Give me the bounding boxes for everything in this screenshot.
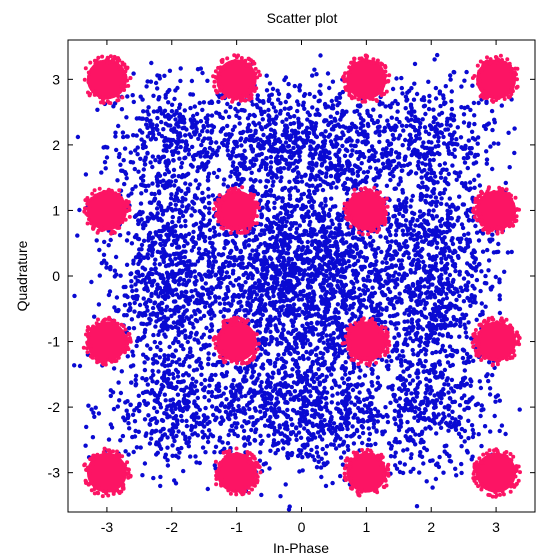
constellation-point [211, 315, 261, 366]
y-tick-label: 2 [52, 137, 60, 153]
y-tick-label: 0 [52, 268, 60, 284]
noise-cluster [157, 53, 363, 246]
constellation-layer [81, 53, 522, 499]
constellation-point [471, 185, 521, 236]
constellation-point [342, 447, 391, 498]
constellation-point [211, 185, 261, 235]
y-tick-label: -3 [48, 465, 61, 481]
noise-cluster [72, 309, 271, 492]
x-tick-label: 3 [492, 519, 500, 535]
x-tick-label: 2 [427, 519, 435, 535]
x-tick-label: 0 [298, 519, 306, 535]
constellation-point [470, 53, 520, 104]
constellation-point [82, 186, 132, 236]
constellation-point [81, 315, 133, 367]
x-tick-label: -1 [230, 519, 243, 535]
y-tick-label: -2 [48, 399, 61, 415]
axis-ticks: -3 -2 -1 0 1 2 3 -3 -2 -1 0 1 2 3 [48, 40, 535, 535]
noise-cluster [332, 296, 522, 490]
constellation-point [341, 53, 392, 104]
constellation-point [82, 446, 133, 499]
constellation-point [470, 315, 522, 368]
x-tick-label: -2 [166, 519, 179, 535]
noise-cluster [241, 314, 476, 509]
constellation-point [342, 185, 390, 237]
constellation-point [213, 446, 263, 497]
x-axis-label: In-Phase [273, 540, 329, 556]
x-tick-label: 1 [362, 519, 370, 535]
y-axis-label: Quadrature [14, 240, 30, 311]
chart-title: Scatter plot [267, 10, 338, 26]
x-tick-label: -3 [101, 519, 114, 535]
constellation-point [340, 316, 392, 368]
y-tick-label: 1 [52, 202, 60, 218]
y-tick-label: 3 [52, 71, 60, 87]
constellation-point [471, 447, 522, 499]
constellation-point [82, 54, 133, 106]
y-tick-label: -1 [48, 334, 61, 350]
constellation-point [211, 53, 262, 104]
